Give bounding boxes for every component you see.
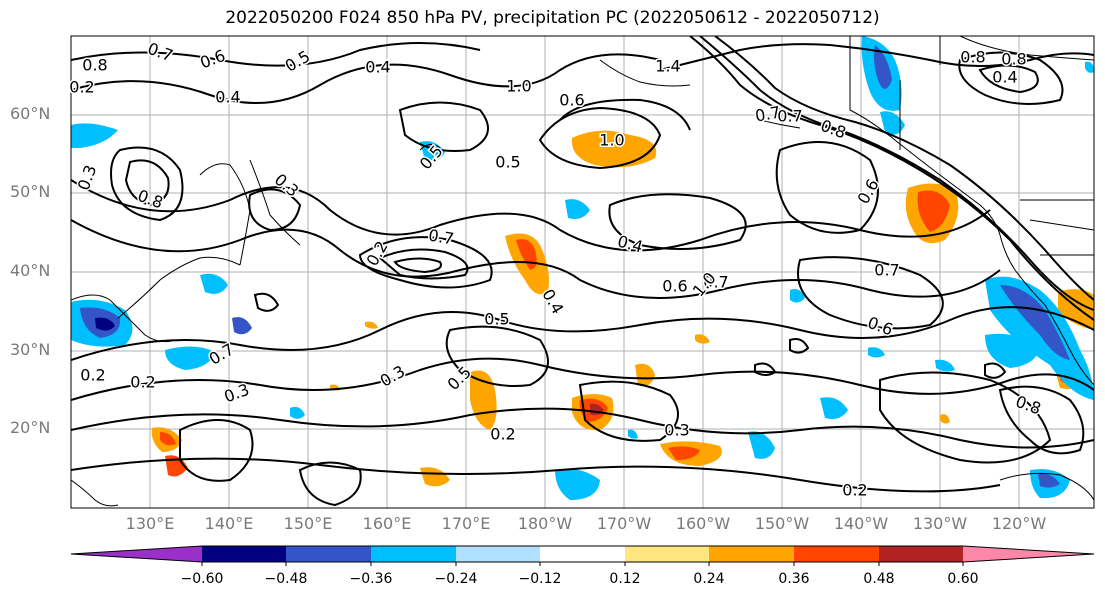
contour-label-10: 0.6 <box>559 91 584 110</box>
contour-label-11: 0.7 <box>777 107 802 126</box>
contour-label-12: 0.5 <box>495 153 520 172</box>
lat-label-40: 40°N <box>10 261 51 280</box>
lon-label-140e: 140°E <box>204 514 254 533</box>
colorbar-swatch-6 <box>625 546 709 562</box>
colorbar-tick-9: 0.48 <box>863 571 895 587</box>
lon-label-160e: 160°E <box>362 514 412 533</box>
colorbar-tick-6: 0.12 <box>609 571 641 587</box>
contour-label-4: 0.8 <box>82 56 107 75</box>
precip-shading <box>71 36 1094 500</box>
map-title: 2022050200 F024 850 hPa PV, precipitatio… <box>225 8 880 28</box>
contour-label-21: 0.2 <box>130 373 155 392</box>
colorbar-swatch-2 <box>286 546 371 562</box>
lon-label-160w: 160°W <box>675 514 731 533</box>
lon-label-180w: 180°W <box>517 514 573 533</box>
lat-label-20: 20°N <box>10 418 51 437</box>
colorbar-swatch-8 <box>794 546 879 562</box>
lat-label-50: 50°N <box>10 182 51 201</box>
colorbar-swatch-3 <box>371 546 456 562</box>
colorbar-tick-5: −0.12 <box>518 571 562 587</box>
contour-label-5: 1.0 <box>506 77 531 96</box>
lon-label-170w: 170°W <box>596 514 652 533</box>
colorbar-swatch-1 <box>202 546 286 562</box>
pv-contours <box>71 36 1094 507</box>
contour-label-38: 0.2 <box>842 481 867 500</box>
contour-label-17: 0.6 <box>662 277 687 296</box>
colorbar-swatch-5 <box>540 546 625 562</box>
colorbar-tick-4: −0.24 <box>434 571 478 587</box>
contour-label-25: 0.2 <box>490 425 515 444</box>
contour-label-9: 0.4 <box>992 68 1017 87</box>
colorbar-tick-2: −0.48 <box>264 571 308 587</box>
contour-label-18: 0.5 <box>484 310 509 329</box>
colorbar <box>70 545 1095 566</box>
colorbar-swatch-4 <box>456 546 540 562</box>
lat-label-30: 30°N <box>10 340 51 359</box>
lon-label-130w: 130°W <box>912 514 968 533</box>
colorbar-tick-10: 0.60 <box>947 571 979 587</box>
colorbar-tick-3: −0.36 <box>349 571 393 587</box>
contour-label-8: 1.4 <box>655 57 680 76</box>
lon-label-150w: 150°W <box>754 514 810 533</box>
colorbar-tick-8: 0.36 <box>778 571 810 587</box>
contour-label-28: 0.7 <box>874 261 899 280</box>
lon-label-170e: 170°E <box>441 514 491 533</box>
colorbar-swatch-7 <box>709 546 794 562</box>
contour-label-34: 0.4 <box>215 88 240 107</box>
contour-label-24: 0.3 <box>664 421 689 440</box>
contour-label-0: 0.4 <box>365 58 390 77</box>
colorbar-swatch-0 <box>71 546 202 562</box>
colorbar-swatch-9 <box>879 546 963 562</box>
lon-label-140w: 140°W <box>833 514 889 533</box>
contour-label-7: 0.2 <box>69 78 94 97</box>
colorbar-tick-7: 0.24 <box>693 571 725 587</box>
contour-label-23: 0.2 <box>80 366 105 385</box>
lon-label-120w: 120°W <box>991 514 1047 533</box>
colorbar-swatch-10 <box>963 546 1094 562</box>
lon-label-130e: 130°E <box>125 514 175 533</box>
colorbar-tick-1: −0.60 <box>180 571 224 587</box>
contour-label-13: 1.0 <box>599 131 624 150</box>
lat-label-60: 60°N <box>10 104 51 123</box>
lon-label-150e: 150°E <box>283 514 333 533</box>
coastlines <box>71 36 1094 507</box>
contour-label-27: 0.7 <box>703 273 728 292</box>
contour-label-42: 0.8 <box>960 48 985 67</box>
map-frame <box>70 35 1095 509</box>
contour-label-31: 0.8 <box>1001 50 1026 69</box>
